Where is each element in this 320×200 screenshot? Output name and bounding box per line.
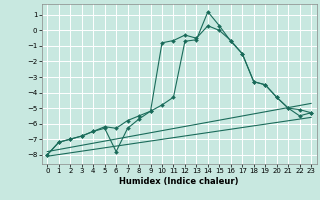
X-axis label: Humidex (Indice chaleur): Humidex (Indice chaleur) [119, 177, 239, 186]
